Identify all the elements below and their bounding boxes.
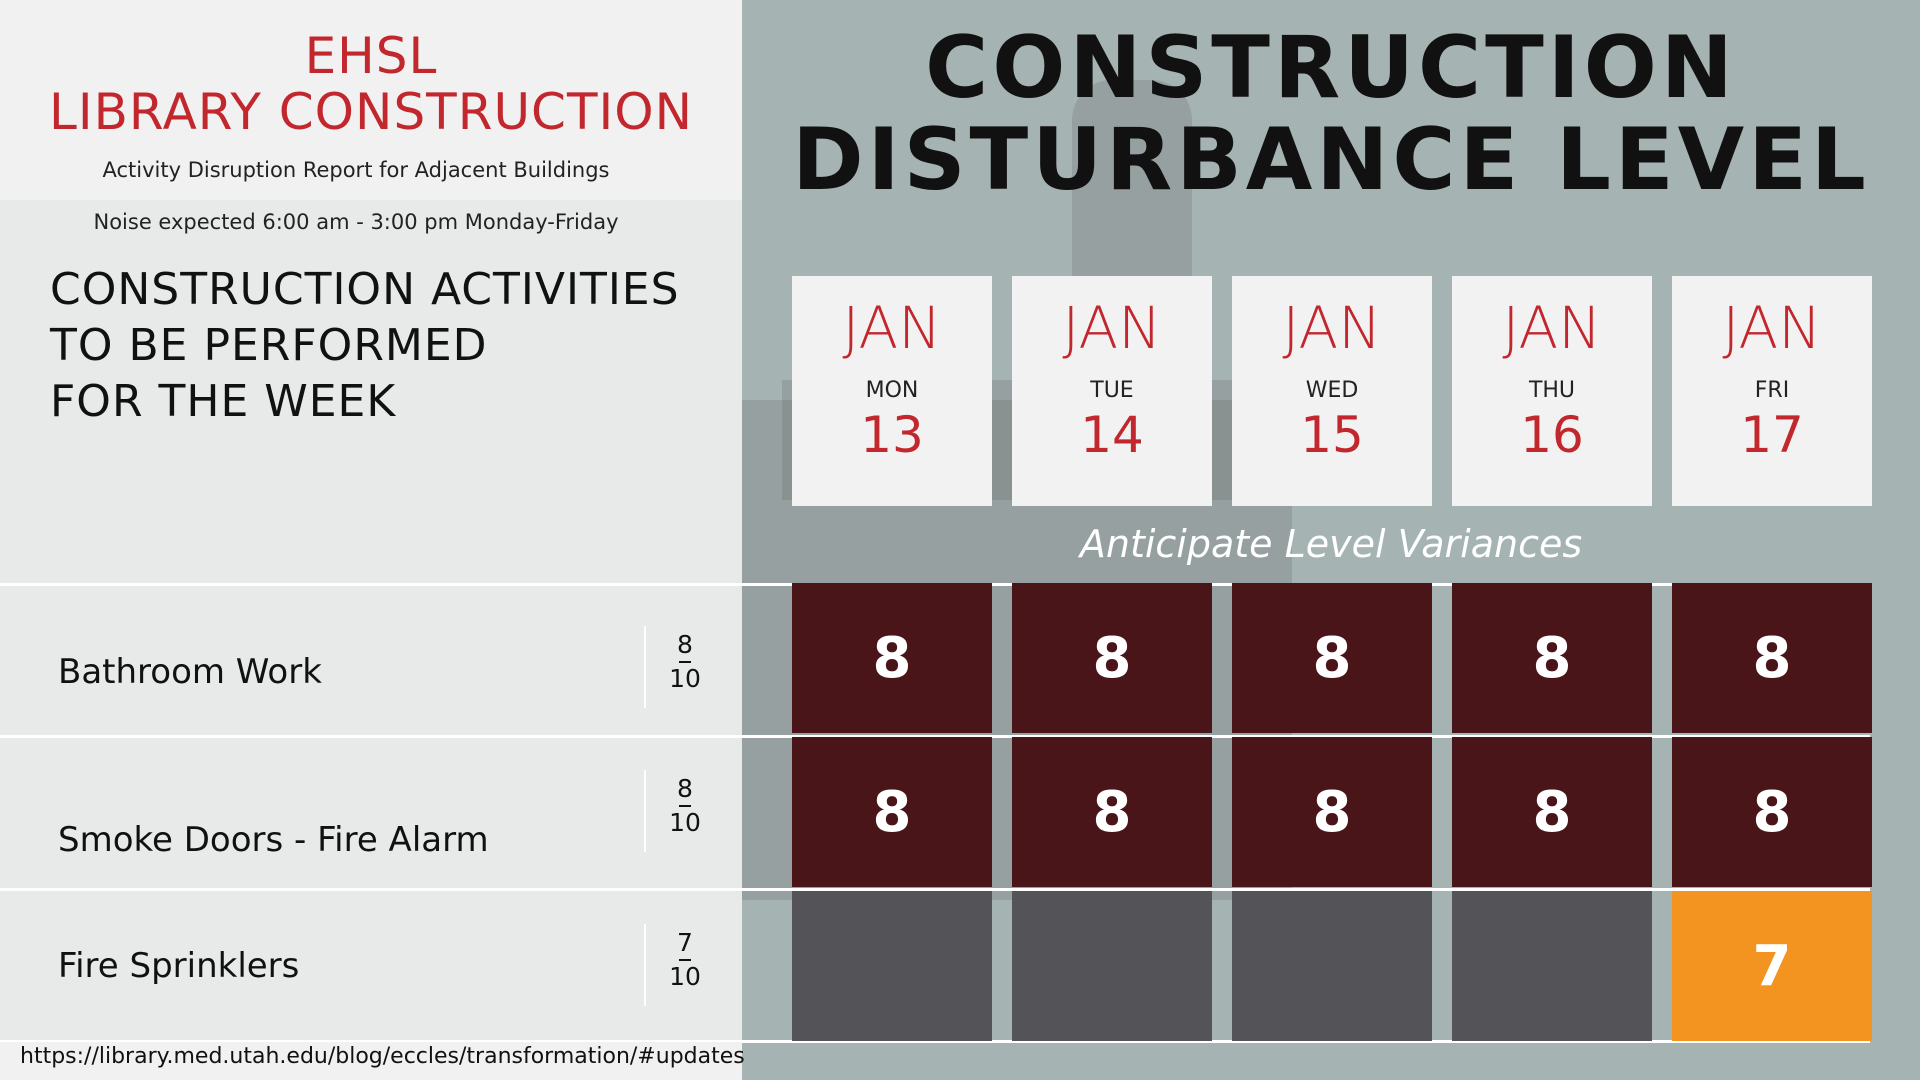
day-date: 13 [860,406,924,464]
activity-max-level: 8 10 [664,776,706,836]
variances-note: Anticipate Level Variances [1079,522,1583,566]
day-month: JAN [842,294,942,362]
level-cell: 8 [1012,737,1212,887]
max-level-scale: 10 [669,664,701,693]
level-cell: 8 [792,737,992,887]
level-cell-empty [1232,891,1432,1041]
activity-separator [644,924,646,1006]
day-month: JAN [1722,294,1822,362]
day-card-thu: JAN THU 16 [1452,276,1652,506]
day-of-week: WED [1305,378,1359,403]
level-cell: 8 [1012,583,1212,733]
level-cell-empty [1012,891,1212,1041]
report-subtitle: Activity Disruption Report for Adjacent … [102,158,610,182]
day-date: 16 [1520,406,1584,464]
level-cell: 8 [792,583,992,733]
day-month: JAN [1502,294,1602,362]
day-of-week: THU [1528,378,1576,403]
fraction-bar [679,805,691,807]
activities-heading-line1: CONSTRUCTION ACTIVITIES [50,264,680,315]
fraction-bar [679,661,691,663]
level-cell: 8 [1452,583,1652,733]
day-month: JAN [1062,294,1162,362]
main-title-line2: DISTURBANCE LEVEL [792,110,1870,210]
day-date: 17 [1740,406,1804,464]
activity-name: Fire Sprinklers [58,946,300,986]
activity-max-level: 8 10 [664,632,706,692]
max-level-value: 8 [677,774,693,803]
project-name: LIBRARY CONSTRUCTION [48,83,694,141]
main-title-line1: CONSTRUCTION [925,18,1737,118]
day-card-tue: JAN TUE 14 [1012,276,1212,506]
row-divider [0,888,1870,891]
level-cell-empty [792,891,992,1041]
level-cell: 8 [1232,583,1432,733]
day-card-mon: JAN MON 13 [792,276,992,506]
activity-name: Bathroom Work [58,652,322,692]
level-cell: 8 [1452,737,1652,887]
day-of-week: TUE [1090,378,1134,403]
footer-strip [0,1042,742,1080]
activities-heading-line3: FOR THE WEEK [50,376,397,427]
level-cell: 8 [1672,583,1872,733]
activity-separator [644,626,646,708]
day-of-week: FRI [1754,378,1790,403]
activity-separator [644,770,646,852]
level-cell: 8 [1232,737,1432,887]
noise-note: Noise expected 6:00 am - 3:00 pm Monday-… [93,210,619,234]
level-cell: 7 [1672,891,1872,1041]
activity-max-level: 7 10 [664,930,706,990]
max-level-value: 8 [677,630,693,659]
left-header-band [0,0,742,200]
max-level-scale: 10 [669,962,701,991]
fraction-bar [679,959,691,961]
max-level-value: 7 [677,928,693,957]
day-date: 15 [1300,406,1364,464]
org-name: EHSL [304,27,438,85]
main-title: CONSTRUCTION DISTURBANCE LEVEL [742,22,1920,206]
level-cell: 8 [1672,737,1872,887]
day-of-week: MON [865,378,919,403]
activity-name: Smoke Doors - Fire Alarm [58,820,489,860]
row-divider [0,1040,1870,1043]
day-month: JAN [1282,294,1382,362]
day-card-wed: JAN WED 15 [1232,276,1432,506]
day-card-fri: JAN FRI 17 [1672,276,1872,506]
max-level-scale: 10 [669,808,701,837]
row-divider [0,735,1870,738]
activities-heading: CONSTRUCTION ACTIVITIES TO BE PERFORMED … [50,262,680,430]
footer-url-link[interactable]: https://library.med.utah.edu/blog/eccles… [20,1044,745,1069]
level-cell-empty [1452,891,1652,1041]
day-date: 14 [1080,406,1144,464]
activities-heading-line2: TO BE PERFORMED [50,320,488,371]
